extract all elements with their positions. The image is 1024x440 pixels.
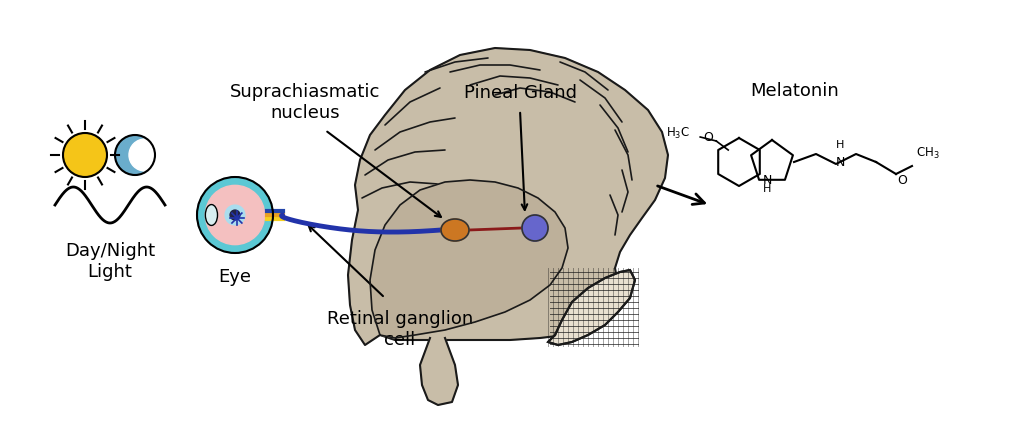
Circle shape <box>522 215 548 241</box>
Polygon shape <box>348 48 668 345</box>
Circle shape <box>129 139 161 171</box>
Circle shape <box>230 210 240 220</box>
Text: Suprachiasmatic
nucleus: Suprachiasmatic nucleus <box>229 83 380 122</box>
Text: Retinal ganglion
cell: Retinal ganglion cell <box>327 310 473 349</box>
Text: O: O <box>897 174 907 187</box>
Text: H$_3$C: H$_3$C <box>666 126 690 141</box>
Circle shape <box>197 177 273 253</box>
Circle shape <box>225 205 245 225</box>
Text: Pineal Gland: Pineal Gland <box>464 84 577 102</box>
Circle shape <box>206 185 264 245</box>
Text: N: N <box>836 155 845 169</box>
Polygon shape <box>370 180 568 338</box>
Text: Melatonin: Melatonin <box>751 82 840 100</box>
Text: Eye: Eye <box>218 268 252 286</box>
Ellipse shape <box>206 205 217 225</box>
Text: H: H <box>836 140 844 150</box>
Text: CH$_3$: CH$_3$ <box>916 146 940 161</box>
Text: Day/Night
Light: Day/Night Light <box>65 242 155 281</box>
Text: O: O <box>703 131 713 144</box>
Polygon shape <box>548 270 635 345</box>
Circle shape <box>63 133 106 177</box>
Circle shape <box>115 135 155 175</box>
Polygon shape <box>420 338 458 405</box>
Text: N: N <box>762 174 772 187</box>
Ellipse shape <box>441 219 469 241</box>
Text: H: H <box>763 184 771 194</box>
